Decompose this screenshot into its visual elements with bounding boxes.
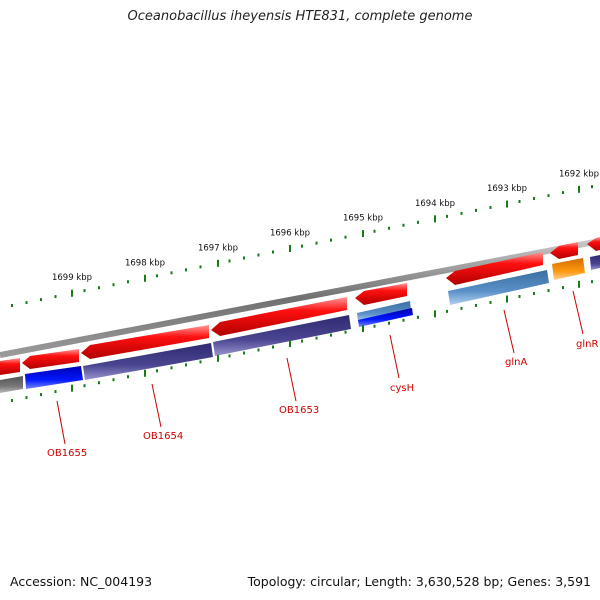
ruler-label: 1693 kbp <box>487 184 527 194</box>
genome-backbone <box>0 238 600 358</box>
gene-label-cysh: cysH <box>390 383 414 394</box>
light-blue-feature <box>357 301 411 322</box>
ruler-labels: 1699 kbp 1698 kbp 1697 kbp 1696 kbp 1695 kbp… <box>52 169 599 283</box>
ruler-inner <box>11 280 593 403</box>
gene-label-ob1654: OB1654 <box>143 431 183 442</box>
gene-arrow <box>550 242 578 259</box>
leader-line <box>286 357 297 402</box>
ruler-label: 1698 kbp <box>125 258 165 268</box>
gene-arrow <box>587 237 600 251</box>
ruler-label: 1696 kbp <box>270 229 310 239</box>
accession-text: Accession: NC_004193 <box>10 574 153 589</box>
gray-feature <box>0 376 23 393</box>
leader-line <box>151 383 162 428</box>
leader-line <box>572 290 584 335</box>
gene-arrow <box>0 358 20 375</box>
gene-arrow <box>81 325 209 359</box>
gene-arrow <box>446 252 543 285</box>
ruler-label: 1695 kbp <box>343 214 383 224</box>
ruler-label: 1699 kbp <box>52 273 92 283</box>
leader-line <box>56 400 66 445</box>
map-title: Oceanobacillus iheyensis HTE831, complet… <box>127 9 473 24</box>
leader-line <box>389 334 400 379</box>
reverse-strand-features <box>0 255 600 393</box>
label-leaders <box>56 290 584 445</box>
gene-arrow <box>211 297 347 336</box>
gene-label-ob1655: OB1655 <box>47 448 87 459</box>
ruler-label: 1692 kbp <box>559 169 599 179</box>
blue-feature <box>25 366 83 389</box>
gene-label-glnr: glnR <box>576 339 598 350</box>
gene-label-ob1653: OB1653 <box>279 405 319 416</box>
leader-line <box>503 309 515 354</box>
gene-label-glna: glnA <box>505 357 527 368</box>
rna-feature <box>213 315 351 356</box>
gene-arrow <box>22 349 79 369</box>
gene-labels: OB1655 OB1654 OB1653 cysH glnA glnR <box>47 339 598 459</box>
blue-feature <box>358 308 413 327</box>
ruler-outer <box>11 185 593 308</box>
gene-arrow <box>355 283 407 305</box>
forward-strand-genes <box>0 237 600 375</box>
orange-feature <box>552 258 585 280</box>
ruler-label: 1697 kbp <box>198 243 238 253</box>
ruler-label: 1694 kbp <box>415 199 455 209</box>
light-blue-feature <box>448 270 549 305</box>
rna-feature <box>590 255 600 270</box>
genome-summary-text: Topology: circular; Length: 3,630,528 bp… <box>247 574 591 589</box>
rna-feature <box>83 343 213 380</box>
